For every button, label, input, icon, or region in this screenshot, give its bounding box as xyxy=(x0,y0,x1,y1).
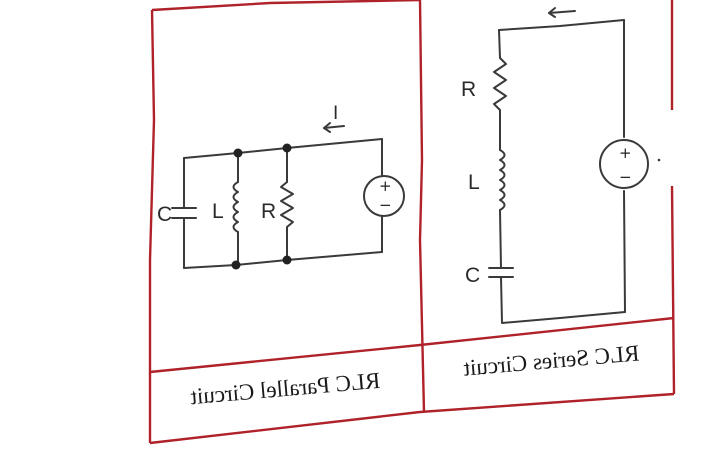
series-circuit: R L C + − xyxy=(461,7,661,324)
series-capacitor xyxy=(488,267,514,278)
parallel-top-wire xyxy=(183,138,383,159)
parallel-caption: RLC Parallel Circuit xyxy=(189,368,381,410)
stray-dot xyxy=(657,158,661,162)
parallel-circuit: C L R + − I xyxy=(157,103,405,270)
parallel-resistor xyxy=(280,147,294,261)
frame-right-edge-lower xyxy=(670,185,676,395)
frame xyxy=(148,0,676,445)
parallel-source-plus: + xyxy=(379,177,392,195)
parallel-source-minus: − xyxy=(379,196,392,214)
frame-top-edge xyxy=(151,0,421,12)
parallel-caption-group: RLC Parallel Circuit xyxy=(189,368,381,410)
series-right-wire-bottom xyxy=(623,190,626,313)
series-current-arrow-icon xyxy=(548,7,576,18)
parallel-current-label: I xyxy=(333,103,338,124)
parallel-capacitor-label: C xyxy=(157,203,172,226)
parallel-voltage-source: + − xyxy=(363,175,405,217)
series-caption: RLC Series Circuit xyxy=(462,340,640,380)
parallel-capacitor xyxy=(171,157,197,269)
parallel-bottom-wire xyxy=(183,251,383,269)
frame-center-divider xyxy=(418,0,426,413)
series-left-wire xyxy=(498,29,501,59)
frame-left-outer-edge xyxy=(148,9,156,443)
junction-dot xyxy=(282,143,292,153)
series-inductor-label: L xyxy=(468,171,480,194)
frame-caption-top-line xyxy=(149,316,675,374)
series-bottom-wire xyxy=(500,276,626,324)
frame-bottom-edge xyxy=(149,392,675,445)
series-source-plus: + xyxy=(619,144,632,162)
series-resistor-label: R xyxy=(461,78,476,101)
parallel-inductor-label: L xyxy=(212,200,224,223)
series-source-minus: − xyxy=(619,168,632,186)
series-capacitor-label: C xyxy=(465,264,480,287)
parallel-current-arrow-icon xyxy=(323,122,345,133)
parallel-resistor-label: R xyxy=(261,200,276,223)
junction-dot xyxy=(282,255,292,265)
series-inductor xyxy=(499,149,506,211)
series-caption-group: RLC Series Circuit xyxy=(462,340,640,380)
junction-dot xyxy=(233,148,243,158)
series-voltage-source: + − xyxy=(599,139,649,189)
parallel-inductor xyxy=(232,152,239,266)
series-resistor xyxy=(493,57,507,111)
series-top-wire xyxy=(498,19,625,31)
junction-dot xyxy=(231,260,241,270)
